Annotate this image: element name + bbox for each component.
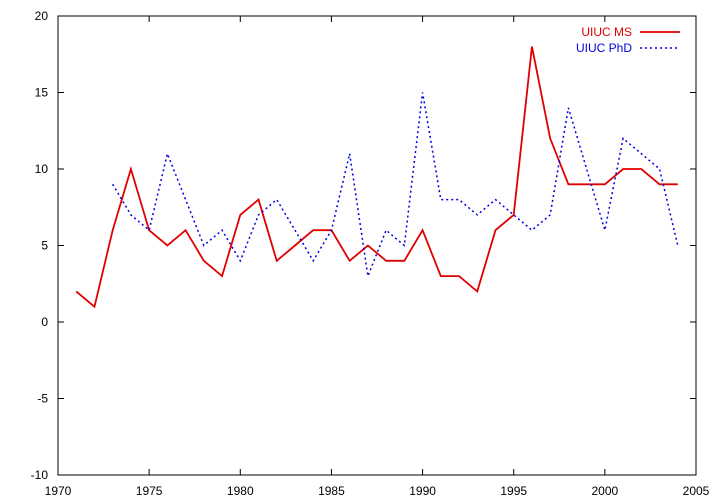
legend-label: UIUC PhD — [576, 41, 632, 55]
x-tick-label: 1975 — [136, 484, 163, 498]
legend: UIUC MS UIUC PhD — [576, 25, 680, 55]
x-tick-label: 1990 — [409, 484, 436, 498]
x-tick-label: 1985 — [318, 484, 345, 498]
x-tick-label: 1995 — [500, 484, 527, 498]
x-tick-label: 2005 — [683, 484, 710, 498]
y-tick-label: 15 — [35, 86, 49, 100]
series-lines — [75, 46, 679, 309]
y-tick-label: 20 — [35, 9, 49, 23]
tick-labels: 1970 1975 1980 1985 1990 1995 2000 2005 -10 -5 0 5 1… — [31, 9, 710, 498]
y-tick-label: 5 — [41, 239, 48, 253]
y-tick-label: -5 — [37, 392, 48, 406]
axes — [57, 15, 697, 476]
y-tick-label: 0 — [41, 315, 48, 329]
legend-label: UIUC MS — [581, 25, 632, 39]
plot-frame — [57, 15, 697, 476]
x-tick-label: 2000 — [592, 484, 619, 498]
x-tick-label: 1980 — [227, 484, 254, 498]
tick-marks — [57, 15, 697, 476]
x-tick-label: 1970 — [45, 484, 72, 498]
series-line-uiuc-phd — [112, 92, 679, 279]
y-tick-label: -10 — [31, 468, 49, 482]
y-tick-label: 10 — [35, 162, 49, 176]
series-line-uiuc-ms — [75, 46, 678, 309]
